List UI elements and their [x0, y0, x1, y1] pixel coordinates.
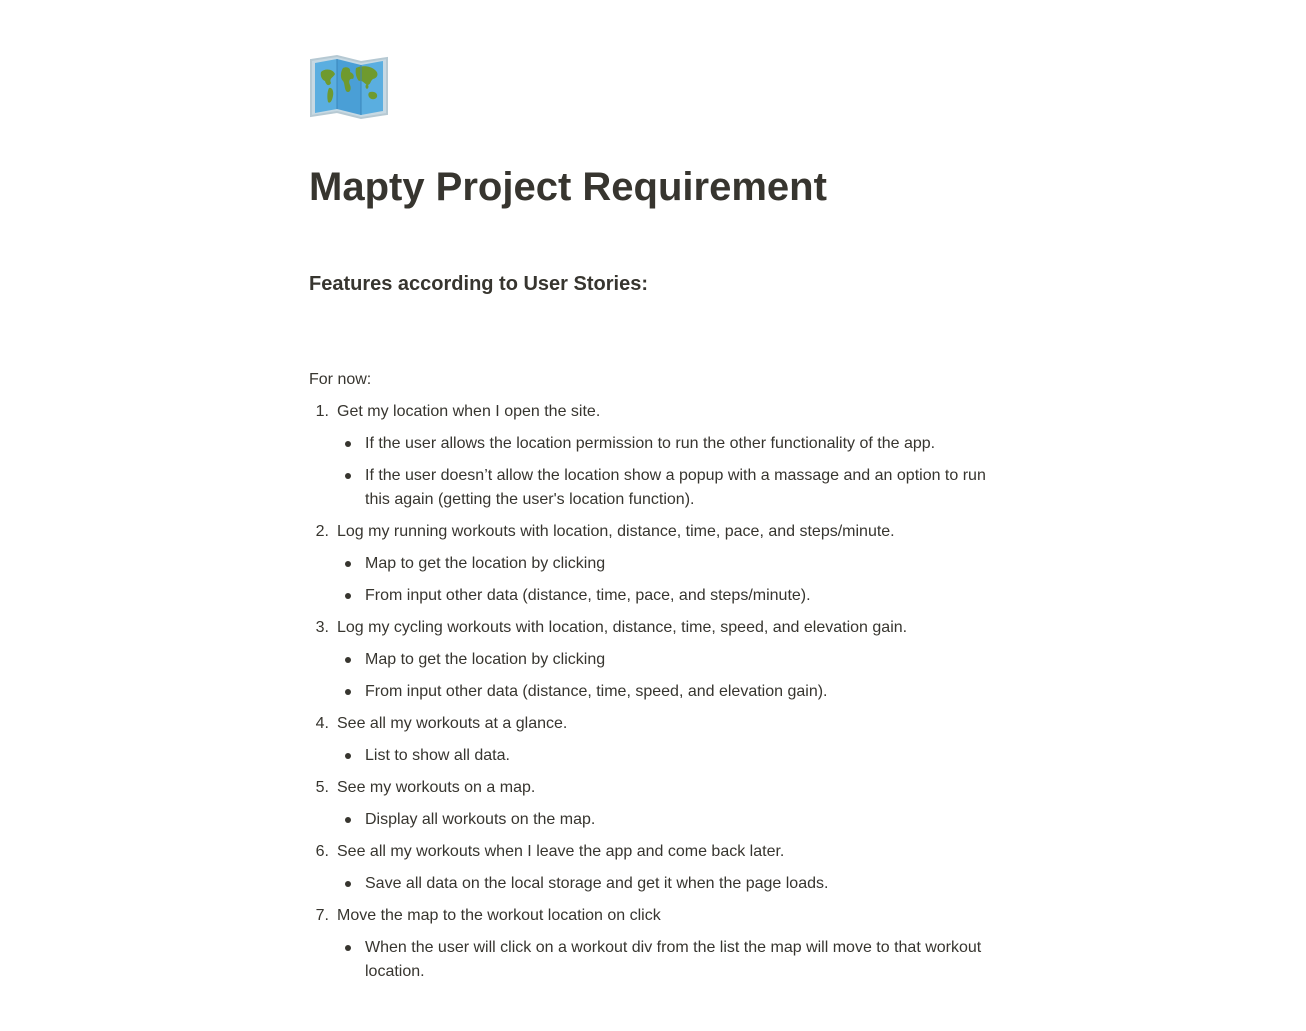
bullet-icon [345, 881, 351, 887]
sub-bullet-list: Save all data on the local storage and g… [309, 872, 999, 896]
list-item: 5. See my workouts on a map. Display all… [309, 776, 999, 832]
list-item-text: Log my cycling workouts with location, d… [337, 619, 908, 636]
numbered-list-item: 4. See all my workouts at a glance. [309, 712, 999, 736]
list-item-text: Move the map to the workout location on … [337, 907, 661, 924]
intro-text: For now: [309, 371, 372, 388]
bullet-item: From input other data (distance, time, p… [309, 584, 999, 608]
bullet-icon [345, 593, 351, 599]
bullet-text: Map to get the location by clicking [365, 555, 606, 572]
document-body: For now: 1. Get my location when I open … [309, 368, 999, 992]
bullet-icon [345, 441, 351, 447]
list-number: 4. [315, 715, 329, 732]
list-item-text: See all my workouts when I leave the app… [337, 843, 785, 860]
bullet-item: If the user doesn’t allow the location s… [309, 464, 999, 512]
list-item: 7. Move the map to the workout location … [309, 904, 999, 984]
list-item: 2. Log my running workouts with location… [309, 520, 999, 608]
sub-bullet-list: Display all workouts on the map. [309, 808, 999, 832]
numbered-list-item: 7. Move the map to the workout location … [309, 904, 999, 928]
bullet-item: Display all workouts on the map. [309, 808, 999, 832]
bullet-text: List to show all data. [365, 747, 510, 764]
list-number: 3. [315, 619, 329, 636]
list-item-text: Get my location when I open the site. [337, 403, 601, 420]
list-item: 4. See all my workouts at a glance. List… [309, 712, 999, 768]
bullet-item: From input other data (distance, time, s… [309, 680, 999, 704]
sub-bullet-list: When the user will click on a workout di… [309, 936, 999, 984]
list-item: 3. Log my cycling workouts with location… [309, 616, 999, 704]
bullet-text: Save all data on the local storage and g… [365, 875, 829, 892]
list-number: 5. [315, 779, 329, 796]
list-item: 1. Get my location when I open the site.… [309, 400, 999, 512]
bullet-item: List to show all data. [309, 744, 999, 768]
section-heading: Features according to User Stories: [309, 273, 648, 295]
bullet-icon [345, 473, 351, 479]
list-item-text: See my workouts on a map. [337, 779, 536, 796]
numbered-list-item: 1. Get my location when I open the site. [309, 400, 999, 424]
bullet-text: From input other data (distance, time, p… [365, 587, 811, 604]
bullet-text: Map to get the location by clicking [365, 651, 606, 668]
bullet-text: When the user will click on a workout di… [365, 939, 982, 980]
sub-bullet-list: Map to get the location by clicking From… [309, 648, 999, 704]
world-map-icon[interactable] [309, 54, 389, 120]
bullet-icon [345, 817, 351, 823]
sub-bullet-list: Map to get the location by clicking From… [309, 552, 999, 608]
bullet-icon [345, 753, 351, 759]
list-item: 6. See all my workouts when I leave the … [309, 840, 999, 896]
bullet-text: Display all workouts on the map. [365, 811, 596, 828]
numbered-list-item: 5. See my workouts on a map. [309, 776, 999, 800]
list-number: 2. [315, 523, 329, 540]
page-title: Mapty Project Requirement [309, 165, 827, 209]
bullet-icon [345, 689, 351, 695]
bullet-icon [345, 657, 351, 663]
bullet-item: Map to get the location by clicking [309, 648, 999, 672]
list-number: 7. [315, 907, 329, 924]
list-number: 6. [315, 843, 329, 860]
user-stories-list: 1. Get my location when I open the site.… [309, 400, 999, 984]
bullet-item: When the user will click on a workout di… [309, 936, 999, 984]
bullet-text: If the user doesn’t allow the location s… [365, 467, 986, 508]
numbered-list-item: 6. See all my workouts when I leave the … [309, 840, 999, 864]
bullet-icon [345, 945, 351, 951]
bullet-item: Save all data on the local storage and g… [309, 872, 999, 896]
numbered-list-item: 3. Log my cycling workouts with location… [309, 616, 999, 640]
numbered-list-item: 2. Log my running workouts with location… [309, 520, 999, 544]
bullet-icon [345, 561, 351, 567]
list-item-text: See all my workouts at a glance. [337, 715, 568, 732]
bullet-text: If the user allows the location permissi… [365, 435, 936, 452]
list-item-text: Log my running workouts with location, d… [337, 523, 895, 540]
sub-bullet-list: If the user allows the location permissi… [309, 432, 999, 512]
bullet-item: Map to get the location by clicking [309, 552, 999, 576]
list-number: 1. [315, 403, 329, 420]
sub-bullet-list: List to show all data. [309, 744, 999, 768]
bullet-text: From input other data (distance, time, s… [365, 683, 828, 700]
bullet-item: If the user allows the location permissi… [309, 432, 999, 456]
